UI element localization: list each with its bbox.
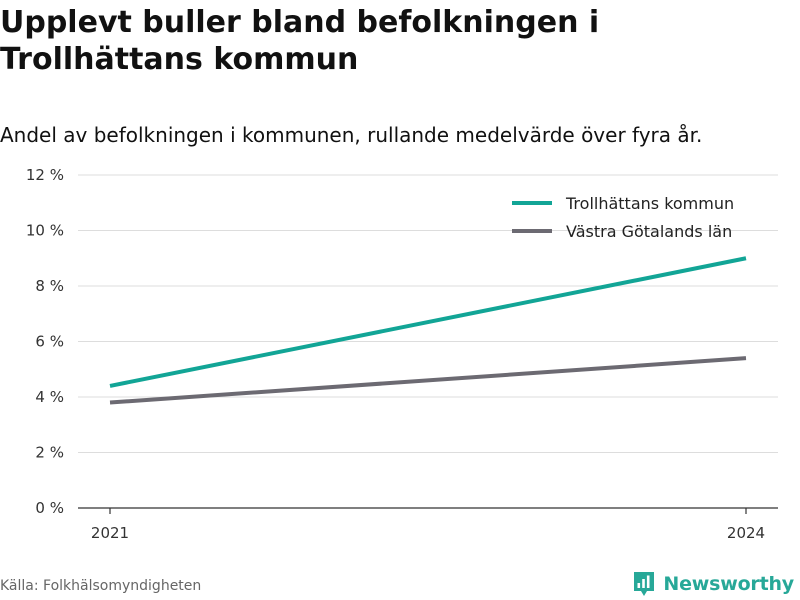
brand-name: Newsworthy	[663, 573, 794, 595]
y-axis-ticks: 0 % 2 % 4 % 6 % 8 % 10 % 12 %	[26, 166, 64, 517]
series-lines	[109, 256, 747, 405]
gridlines	[78, 174, 778, 453]
newsworthy-logo-icon	[634, 572, 655, 596]
x-axis: 2021 2024	[78, 507, 778, 542]
x-tick-label: 2024	[727, 524, 765, 542]
y-tick-label: 12 %	[26, 166, 64, 184]
chart-title: Upplevt buller bland befolkningen i Trol…	[0, 5, 600, 77]
legend-label: Västra Götalands län	[566, 222, 732, 241]
source-note: Källa: Folkhälsomyndigheten	[0, 578, 202, 594]
y-tick-label: 6 %	[35, 333, 64, 351]
y-tick-label: 0 %	[35, 499, 64, 517]
y-tick-label: 10 %	[26, 222, 64, 240]
brand-logo: Newsworthy	[632, 570, 794, 598]
series-line-1	[109, 356, 747, 405]
y-tick-label: 8 %	[35, 277, 64, 295]
x-tick-label: 2021	[91, 524, 129, 542]
chart-subtitle: Andel av befolkningen i kommunen, rullan…	[0, 123, 703, 147]
y-tick-label: 2 %	[35, 444, 64, 462]
y-tick-label: 4 %	[35, 388, 64, 406]
series-line-0	[109, 256, 747, 388]
legend-label: Trollhättans kommun	[565, 194, 734, 213]
legend: Trollhättans kommun Västra Götalands län	[512, 194, 734, 241]
